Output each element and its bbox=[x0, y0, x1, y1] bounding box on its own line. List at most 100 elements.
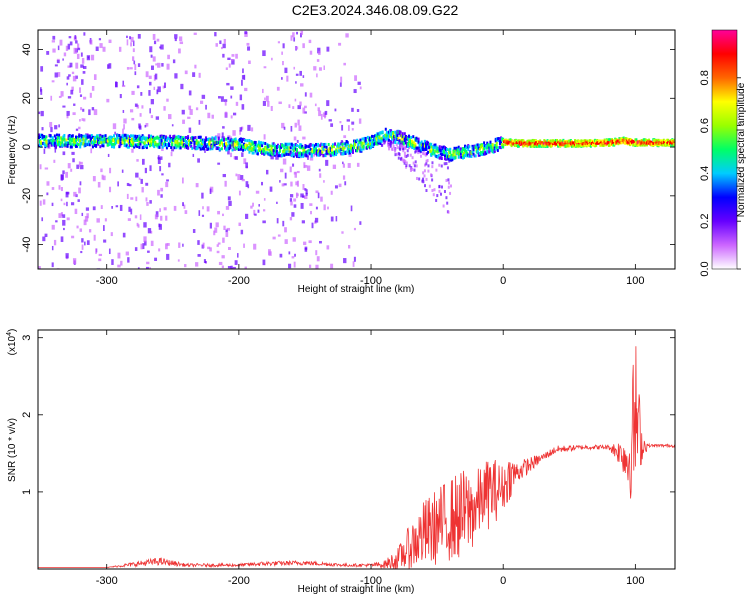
ridge-cell bbox=[391, 131, 394, 135]
ridge-cell bbox=[69, 135, 72, 139]
noise-cell bbox=[322, 112, 327, 117]
noise-cell bbox=[222, 43, 226, 49]
ridge-cell bbox=[279, 149, 282, 153]
noise-cell bbox=[122, 109, 125, 113]
ridge-cell bbox=[492, 143, 495, 147]
ridge-cell bbox=[211, 138, 214, 142]
noise-cell bbox=[403, 151, 406, 155]
ridge-cell bbox=[344, 151, 347, 155]
ridge-cell bbox=[527, 143, 530, 147]
noise-cell bbox=[89, 39, 93, 45]
ridge-cell bbox=[543, 141, 546, 145]
ridge-cell bbox=[113, 134, 116, 138]
ridge-cell bbox=[559, 144, 562, 148]
noise-cell bbox=[299, 33, 302, 38]
ridge-cell bbox=[173, 139, 176, 143]
ridge-cell bbox=[625, 137, 628, 141]
ridge-cell bbox=[350, 149, 353, 153]
ridge-cell bbox=[58, 140, 61, 144]
ridge-cell bbox=[373, 142, 376, 146]
noise-cell bbox=[271, 57, 273, 61]
ridge-cell bbox=[390, 133, 393, 137]
ridge-cell bbox=[297, 154, 300, 158]
ridge-cell bbox=[282, 149, 285, 153]
noise-cell bbox=[67, 163, 71, 169]
noise-cell bbox=[137, 63, 141, 67]
noise-cell bbox=[46, 181, 50, 186]
ridge-cell bbox=[102, 138, 105, 142]
ridge-cell bbox=[443, 146, 446, 150]
ridge-cell bbox=[252, 146, 255, 150]
noise-cell bbox=[155, 63, 158, 66]
ridge-cell bbox=[279, 147, 282, 151]
ridge-cell bbox=[195, 141, 198, 145]
noise-cell bbox=[308, 39, 312, 44]
noise-cell bbox=[82, 65, 87, 69]
noise-cell bbox=[384, 135, 387, 139]
ridge-cell bbox=[68, 141, 71, 145]
y-tick-label: 0 bbox=[21, 144, 33, 150]
ridge-cell bbox=[277, 151, 280, 155]
ridge-cell bbox=[201, 138, 204, 142]
noise-cell bbox=[74, 35, 77, 40]
ridge-cell bbox=[398, 131, 401, 135]
noise-cell bbox=[67, 96, 72, 99]
noise-cell bbox=[143, 236, 147, 243]
ridge-cell bbox=[673, 138, 675, 142]
ridge-cell bbox=[398, 139, 401, 143]
ridge-cell bbox=[520, 140, 523, 144]
ridge-cell bbox=[581, 139, 584, 143]
noise-cell bbox=[284, 227, 287, 233]
noise-cell bbox=[62, 105, 66, 108]
noise-cell bbox=[394, 147, 397, 151]
noise-cell bbox=[228, 63, 231, 68]
ridge-cell bbox=[583, 139, 586, 143]
noise-cell bbox=[293, 261, 296, 268]
ridge-cell bbox=[438, 146, 441, 150]
ridge-cell bbox=[411, 139, 414, 143]
ridge-cell bbox=[390, 129, 393, 133]
ridge-cell bbox=[201, 140, 204, 144]
ridge-cell bbox=[391, 136, 394, 140]
ridge-cell bbox=[302, 151, 305, 155]
ridge-cell bbox=[141, 137, 144, 141]
noise-cell bbox=[290, 35, 293, 41]
noise-cell bbox=[44, 167, 49, 170]
ridge-cell bbox=[397, 136, 400, 140]
ridge-cell bbox=[228, 144, 231, 148]
ridge-cell bbox=[131, 137, 134, 141]
noise-cell bbox=[123, 124, 125, 130]
ridge-cell bbox=[99, 137, 102, 141]
ridge-cell bbox=[664, 139, 667, 143]
noise-cell bbox=[330, 263, 334, 269]
ridge-cell bbox=[135, 138, 138, 142]
noise-cell bbox=[96, 218, 100, 223]
ridge-cell bbox=[504, 142, 507, 146]
y-tick-label: -20 bbox=[21, 188, 33, 204]
ridge-cell bbox=[563, 143, 566, 147]
noise-cell bbox=[110, 232, 113, 237]
ridge-cell bbox=[418, 145, 421, 149]
ridge-cell bbox=[621, 138, 624, 142]
ridge-cell bbox=[529, 142, 532, 146]
ridge-cell bbox=[243, 142, 246, 146]
ridge-cell bbox=[459, 152, 462, 156]
ridge-cell bbox=[284, 151, 287, 155]
noise-cell bbox=[445, 196, 448, 200]
ridge-cell bbox=[133, 137, 136, 141]
ridge-cell bbox=[236, 141, 239, 145]
ridge-cell bbox=[235, 142, 238, 146]
ridge-cell bbox=[649, 142, 652, 146]
noise-cell bbox=[300, 30, 304, 35]
ridge-cell bbox=[546, 142, 549, 146]
ridge-cell bbox=[118, 133, 121, 137]
ridge-cell bbox=[116, 133, 119, 137]
ridge-cell bbox=[494, 139, 497, 143]
ridge-cell bbox=[174, 139, 177, 143]
ridge-cell bbox=[63, 143, 66, 147]
noise-cell bbox=[335, 216, 338, 222]
ridge-cell bbox=[132, 134, 135, 138]
ridge-cell bbox=[175, 136, 178, 140]
ridge-cell bbox=[479, 151, 482, 155]
ridge-cell bbox=[541, 143, 544, 147]
